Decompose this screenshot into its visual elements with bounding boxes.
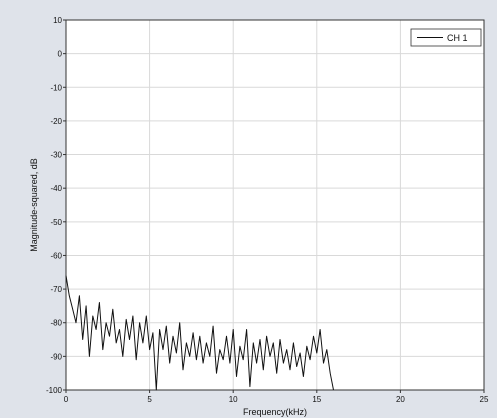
legend-entry-ch1: CH 1 — [447, 33, 468, 43]
x-tick-label: 5 — [147, 395, 152, 404]
y-tick-label: -50 — [50, 218, 62, 227]
x-tick-label: 0 — [64, 395, 69, 404]
y-tick-label: -80 — [50, 319, 62, 328]
y-axis-label: Magnitude-squared, dB — [29, 158, 39, 252]
y-tick-labels: 10 0 -10 -20 -30 -40 -50 -60 -70 -80 -90 -100 — [46, 16, 63, 395]
x-tick-labels: 0 5 10 15 20 25 — [64, 395, 489, 404]
y-tick-label: -90 — [50, 352, 62, 361]
x-tick-label: 20 — [396, 395, 405, 404]
y-tick-label: -40 — [50, 184, 62, 193]
plot-area — [66, 20, 484, 390]
x-tick-label: 15 — [312, 395, 321, 404]
x-tick-label: 10 — [229, 395, 238, 404]
plot-border — [65, 19, 485, 391]
y-tick-label: -30 — [50, 151, 62, 160]
y-tick-label: -10 — [50, 83, 62, 92]
legend: CH 1 — [410, 28, 482, 47]
series-layer — [65, 275, 334, 391]
y-tick-label: -60 — [50, 251, 62, 260]
y-tick-label: -20 — [50, 117, 62, 126]
y-tick-label: -100 — [46, 386, 63, 395]
x-axis-label: Frequency(kHz) — [243, 407, 307, 417]
series-line-ch1 — [65, 275, 334, 391]
y-tick-label: 0 — [58, 50, 63, 59]
legend-box — [410, 28, 482, 47]
y-tick-label: 10 — [53, 16, 62, 25]
x-tick-label: 25 — [480, 395, 489, 404]
y-tick-label: -70 — [50, 285, 62, 294]
